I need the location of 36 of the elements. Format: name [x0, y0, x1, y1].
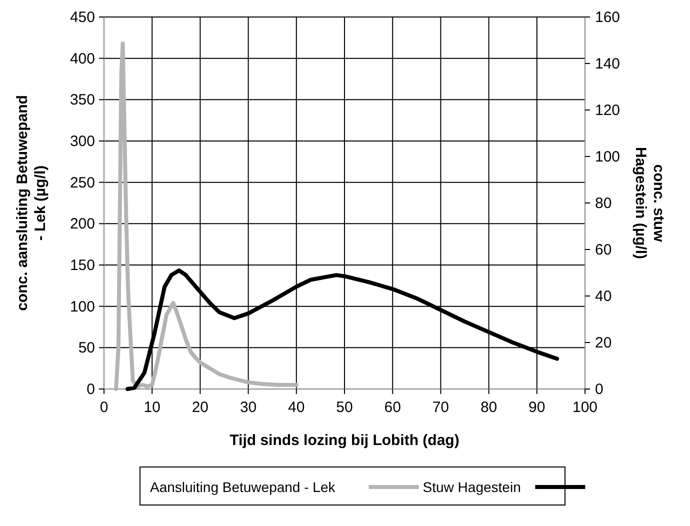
y-tick-label: 50: [78, 340, 95, 357]
x-axis-title: Tijd sinds lozing bij Lobith (dag): [230, 432, 460, 449]
x-tick-label: 70: [432, 399, 450, 416]
legend-label: Stuw Hagestein: [422, 479, 521, 495]
y2-tick-label: 80: [595, 195, 612, 212]
y2-tick-label: 0: [595, 381, 604, 398]
y2-tick-label: 120: [595, 102, 620, 119]
x-tick-label: 100: [572, 399, 598, 416]
y-tick-label: 350: [70, 92, 95, 109]
y2-tick-label: 20: [595, 334, 612, 352]
x-tick-label: 40: [288, 399, 305, 416]
y-tick-label: 300: [70, 133, 95, 150]
y-tick-label: 150: [70, 257, 95, 274]
x-tick-label: 50: [336, 399, 353, 416]
y2-tick-label: 40: [595, 288, 612, 305]
y-tick-label: 400: [70, 50, 95, 68]
x-tick-label: 30: [240, 399, 257, 416]
x-tick-label: 90: [528, 399, 546, 416]
y2-tick-label: 140: [595, 56, 620, 72]
legend-label: Aansluiting Betuwepand - Lek: [150, 479, 336, 495]
x-tick-label: 60: [384, 399, 401, 416]
x-tick-label: 20: [192, 399, 209, 416]
y-axis-title: conc. aansluiting Betuwepand - Lek (µg/l): [14, 95, 49, 311]
x-tick-label: 10: [144, 399, 160, 416]
y2-tick-label: 60: [595, 242, 612, 258]
y2-tick-label: 100: [595, 148, 620, 166]
y-tick-label: 100: [70, 298, 95, 316]
x-tick-label: 0: [100, 399, 108, 416]
y-tick-label: 200: [70, 216, 95, 233]
y2-axis-title: conc. stuw Hagestein (µg/l): [632, 147, 667, 259]
line-series: [114, 41, 298, 391]
y-tick-label: 0: [86, 381, 95, 398]
x-tick-label: 80: [480, 399, 498, 416]
y2-tick-label: 160: [595, 9, 620, 26]
y-tick-label: 450: [70, 9, 95, 26]
y-tick-label: 250: [70, 174, 95, 192]
